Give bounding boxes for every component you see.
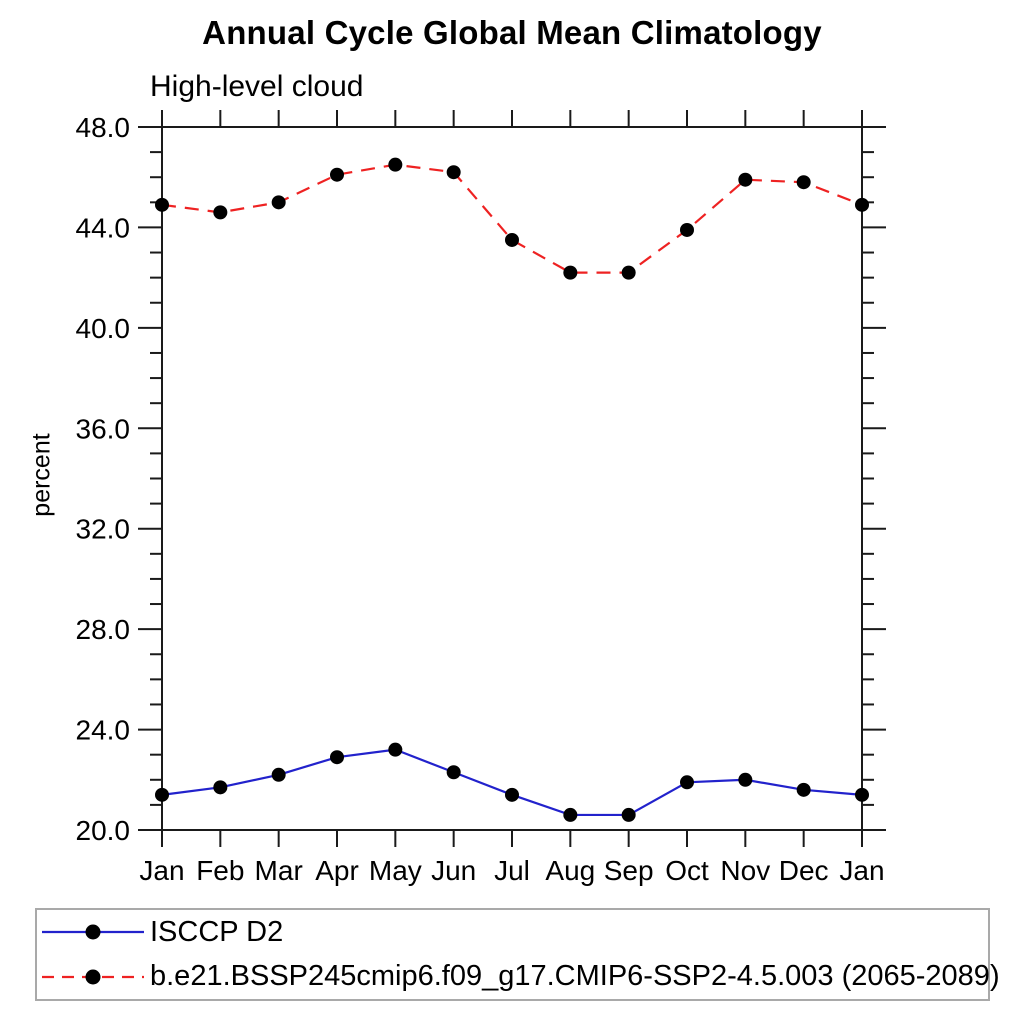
x-tick-label: Mar [255, 855, 303, 886]
data-point-marker [213, 780, 228, 795]
y-tick-label: 28.0 [76, 614, 131, 645]
data-point-marker [271, 767, 286, 782]
data-point-marker [155, 197, 169, 212]
data-point-marker [796, 175, 811, 190]
y-tick-label: 40.0 [76, 313, 131, 344]
x-tick-label: Sep [604, 855, 654, 886]
data-point-marker [855, 787, 869, 802]
y-tick-label: 44.0 [76, 212, 131, 243]
chart-subtitle: High-level cloud [150, 70, 364, 103]
data-point-marker [446, 165, 461, 180]
data-point-marker [505, 232, 519, 247]
data-point-marker [621, 265, 636, 280]
legend-label-isccp: ISCCP D2 [150, 915, 284, 948]
data-point-marker [621, 807, 636, 822]
data-point-marker [446, 765, 461, 780]
y-tick-label: 48.0 [76, 112, 131, 143]
chart-title: Annual Cycle Global Mean Climatology [202, 14, 822, 51]
legend-line-sample-solid [42, 924, 144, 940]
y-tick-label: 36.0 [76, 413, 131, 444]
data-point-marker [330, 167, 344, 182]
data-point-marker [388, 742, 403, 757]
data-point-marker [680, 775, 694, 790]
legend-box: ISCCP D2 b.e21.BSSP245cmip6.f09_g17.CMIP… [35, 908, 1000, 1001]
x-tick-label: Aug [545, 855, 595, 886]
x-tick-label: Nov [720, 855, 770, 886]
x-tick-label: Jul [494, 855, 530, 886]
data-point-marker [738, 772, 753, 787]
y-tick-label: 32.0 [76, 514, 131, 545]
legend-row-model: b.e21.BSSP245cmip6.f09_g17.CMIP6-SSP2-4.… [37, 955, 1000, 999]
x-tick-label: Feb [196, 855, 244, 886]
data-point-marker [738, 172, 753, 187]
series-line-1 [161, 163, 863, 274]
data-point-marker [563, 807, 578, 822]
x-tick-label: Jan [139, 855, 184, 886]
legend-line-sample-dashed [42, 969, 144, 985]
data-point-marker [155, 787, 169, 802]
legend-row-isccp: ISCCP D2 [37, 910, 988, 954]
plot-frame [161, 126, 863, 831]
data-point-marker [505, 787, 519, 802]
x-tick-label: May [369, 855, 422, 886]
legend-label-model: b.e21.BSSP245cmip6.f09_g17.CMIP6-SSP2-4.… [150, 960, 1000, 993]
y-tick-label: 24.0 [76, 715, 131, 746]
x-tick-label: Oct [665, 855, 709, 886]
series-line-0 [161, 748, 863, 817]
data-point-marker [213, 205, 228, 220]
data-point-marker [563, 265, 578, 280]
data-point-marker [796, 782, 811, 797]
y-tick-label: 20.0 [76, 815, 131, 846]
data-point-marker [855, 197, 869, 212]
data-point-marker [271, 195, 286, 210]
data-point-marker [330, 750, 344, 765]
x-tick-label: Jun [431, 855, 476, 886]
data-point-marker [680, 222, 694, 237]
x-tick-label: Apr [315, 855, 359, 886]
x-tick-label: Dec [779, 855, 829, 886]
data-point-marker [388, 157, 403, 172]
x-tick-label: Jan [839, 855, 884, 886]
